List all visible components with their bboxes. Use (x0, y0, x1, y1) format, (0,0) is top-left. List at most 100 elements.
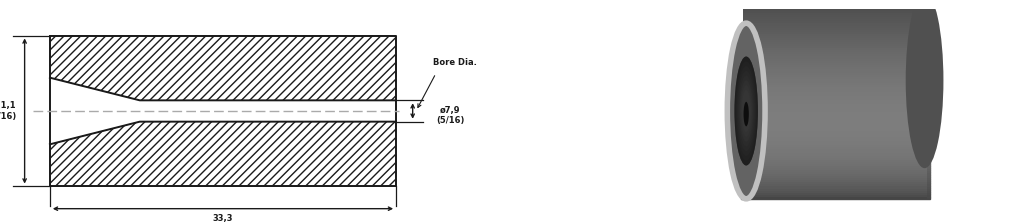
Polygon shape (740, 197, 930, 199)
Polygon shape (743, 108, 928, 110)
Polygon shape (743, 125, 928, 127)
Polygon shape (743, 123, 928, 125)
Polygon shape (743, 186, 928, 188)
Polygon shape (740, 126, 930, 129)
Polygon shape (743, 19, 928, 21)
Polygon shape (740, 155, 930, 157)
Text: ø7,9
(5/16): ø7,9 (5/16) (436, 106, 464, 125)
Polygon shape (743, 147, 928, 149)
Polygon shape (743, 102, 928, 104)
Polygon shape (743, 50, 928, 52)
Polygon shape (740, 45, 930, 47)
Polygon shape (743, 145, 928, 147)
Polygon shape (740, 175, 930, 177)
Polygon shape (740, 85, 930, 87)
Ellipse shape (738, 76, 754, 146)
Polygon shape (740, 76, 930, 78)
Polygon shape (740, 98, 930, 100)
Text: 33,3
(1-5/16): 33,3 (1-5/16) (204, 214, 242, 222)
Polygon shape (743, 42, 928, 44)
Polygon shape (740, 144, 930, 146)
Polygon shape (743, 166, 928, 168)
Polygon shape (740, 56, 930, 58)
Polygon shape (740, 50, 930, 52)
Polygon shape (740, 80, 930, 82)
Polygon shape (50, 122, 396, 186)
Polygon shape (740, 135, 930, 137)
Polygon shape (743, 195, 928, 197)
Polygon shape (743, 34, 928, 36)
Polygon shape (740, 91, 930, 93)
Polygon shape (743, 75, 928, 77)
Polygon shape (743, 21, 928, 24)
Polygon shape (743, 38, 928, 40)
Polygon shape (740, 192, 930, 194)
Polygon shape (740, 47, 930, 50)
Polygon shape (743, 96, 928, 98)
Polygon shape (743, 15, 928, 17)
Ellipse shape (736, 66, 756, 156)
Polygon shape (743, 118, 928, 121)
Polygon shape (740, 183, 930, 186)
Polygon shape (743, 94, 928, 96)
Polygon shape (740, 122, 930, 124)
Polygon shape (740, 67, 930, 69)
Polygon shape (743, 40, 928, 42)
Polygon shape (740, 32, 930, 34)
Polygon shape (740, 34, 930, 36)
Polygon shape (740, 179, 930, 181)
Polygon shape (740, 23, 930, 25)
Polygon shape (743, 197, 928, 199)
Polygon shape (740, 43, 930, 45)
Polygon shape (743, 172, 928, 174)
Ellipse shape (735, 61, 757, 161)
Polygon shape (740, 188, 930, 190)
Polygon shape (743, 36, 928, 38)
Polygon shape (743, 116, 928, 118)
Polygon shape (743, 100, 928, 102)
Polygon shape (743, 46, 928, 48)
Polygon shape (743, 135, 928, 137)
Polygon shape (743, 114, 928, 116)
Polygon shape (740, 102, 930, 104)
Polygon shape (740, 157, 930, 159)
Polygon shape (743, 65, 928, 67)
Polygon shape (740, 181, 930, 183)
Polygon shape (50, 36, 396, 100)
Polygon shape (743, 26, 928, 28)
Polygon shape (740, 161, 930, 164)
Polygon shape (740, 71, 930, 74)
Polygon shape (740, 133, 930, 135)
Polygon shape (743, 110, 928, 112)
Polygon shape (740, 89, 930, 91)
Polygon shape (743, 112, 928, 114)
Polygon shape (743, 106, 928, 108)
Polygon shape (743, 59, 928, 61)
Polygon shape (740, 41, 930, 43)
Polygon shape (743, 67, 928, 69)
Polygon shape (740, 124, 930, 126)
Polygon shape (743, 170, 928, 172)
Polygon shape (743, 52, 928, 54)
Ellipse shape (739, 80, 753, 142)
Polygon shape (743, 44, 928, 46)
Ellipse shape (734, 57, 758, 165)
Polygon shape (743, 98, 928, 100)
Polygon shape (740, 65, 930, 67)
Polygon shape (743, 153, 928, 155)
Polygon shape (743, 28, 928, 30)
Polygon shape (740, 137, 930, 140)
Polygon shape (740, 131, 930, 133)
Polygon shape (743, 54, 928, 56)
Polygon shape (740, 78, 930, 80)
Polygon shape (740, 140, 930, 142)
Polygon shape (740, 153, 930, 155)
Polygon shape (743, 160, 928, 162)
Polygon shape (743, 104, 928, 106)
Polygon shape (743, 24, 928, 26)
Polygon shape (743, 162, 928, 164)
Polygon shape (743, 3, 928, 5)
Polygon shape (740, 82, 930, 85)
Polygon shape (743, 87, 928, 89)
Polygon shape (740, 100, 930, 102)
